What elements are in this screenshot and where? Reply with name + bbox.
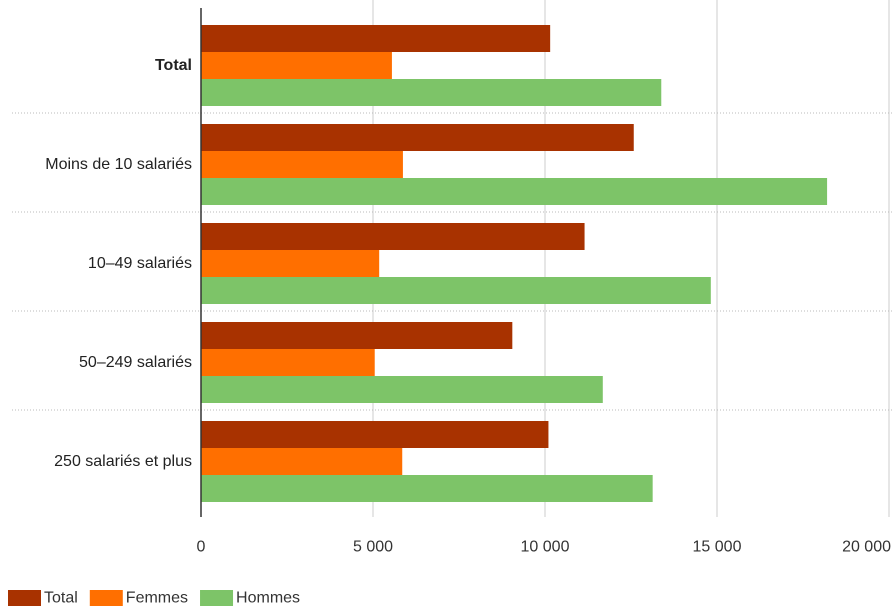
category-label: 250 salariés et plus (54, 453, 192, 470)
bar-total: 50–249 salariés — Total: 9050 (201, 322, 513, 349)
bar-total: Total — Total: 10150 (201, 25, 551, 52)
bar-total: 250 salariés et plus — Total: 10100 (201, 421, 549, 448)
bar-hommes: 50–249 salariés — Hommes: 11680 (201, 376, 603, 403)
bar-hommes: Total — Hommes: 13380 (201, 79, 662, 106)
x-tick-labels: 0 5 000 10 000 15 000 20 000 (197, 539, 892, 556)
bar-femmes: Moins de 10 salariés — Femmes: 5870 (201, 151, 403, 178)
legend-label: Femmes (126, 590, 188, 607)
x-tick-label: 20 000 (842, 539, 891, 556)
bar-hommes: Moins de 10 salariés — Hommes: 18200 (201, 178, 828, 205)
category-label: Moins de 10 salariés (45, 156, 192, 173)
bar-total: 10–49 salariés — Total: 11150 (201, 223, 585, 250)
category-label: 50–249 salariés (79, 354, 192, 371)
bar-femmes: 50–249 salariés — Femmes: 5050 (201, 349, 375, 376)
legend-swatch (89, 590, 123, 606)
x-tick-label: 15 000 (693, 539, 742, 556)
bar-total: Moins de 10 salariés — Total: 12580 (201, 124, 634, 151)
bars: Total — Total: 10150Total — Femmes: 5550… (201, 25, 828, 502)
bar-femmes: 10–49 salariés — Femmes: 5180 (201, 250, 380, 277)
bar-hommes: 10–49 salariés — Hommes: 14820 (201, 277, 711, 304)
legend-label: Hommes (236, 590, 300, 607)
category-label: 10–49 salariés (88, 255, 192, 272)
x-tick-label: 5 000 (353, 539, 393, 556)
legend: Total Femmes Hommes (8, 590, 300, 607)
x-tick-label: 0 (197, 539, 206, 556)
legend-swatch (200, 590, 234, 606)
legend-label: Total (44, 590, 78, 607)
category-label: Total (155, 57, 192, 74)
x-tick-label: 10 000 (521, 539, 570, 556)
bar-femmes: 250 salariés et plus — Femmes: 5850 (201, 448, 403, 475)
bar-hommes: 250 salariés et plus — Hommes: 13130 (201, 475, 653, 502)
legend-swatch (8, 590, 41, 606)
category-labels: Total Moins de 10 salariés 10–49 salariés 5… (45, 57, 192, 470)
bar-femmes: Total — Femmes: 5550 (201, 52, 392, 79)
